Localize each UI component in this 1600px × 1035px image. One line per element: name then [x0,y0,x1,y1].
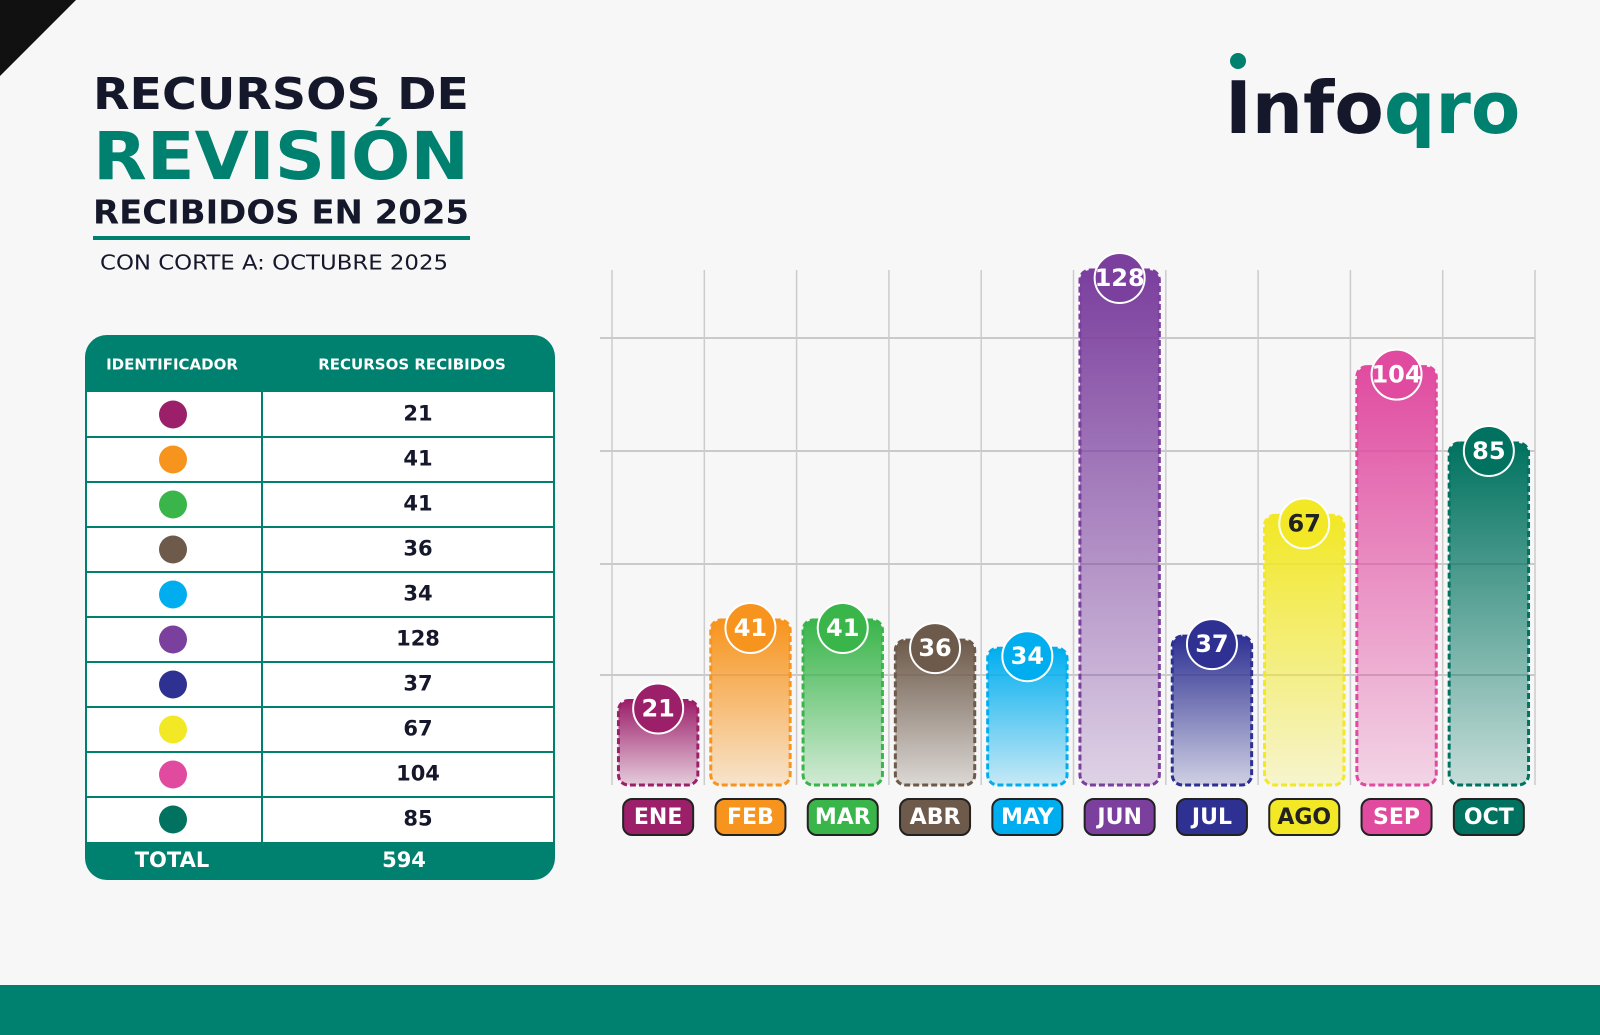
bar [1078,268,1161,787]
value-badge [1278,497,1331,550]
month-pill [1175,798,1248,836]
value-badge [1001,630,1054,683]
color-swatch [159,535,187,564]
x-tick-label: SEP [1373,805,1420,830]
logo-part: qro [1384,66,1521,150]
value-label: 34 [1011,642,1044,670]
value-label: 41 [734,614,767,642]
title-line: RECURSOS DE [93,69,469,120]
value-label: 128 [1095,264,1145,292]
month-pill [714,798,787,836]
month-pill [899,798,972,836]
bar [1355,365,1438,787]
row-value: 41 [403,492,432,516]
color-swatch [159,490,187,519]
logo-dot [1230,53,1246,69]
color-swatch [159,625,187,654]
color-swatch [159,400,187,429]
value-label: 67 [1288,509,1321,537]
bar [1263,513,1346,787]
value-badge [1093,252,1146,304]
row-value: 41 [403,447,432,471]
row-value: 104 [396,762,440,786]
table: IDENTIFICADOR RECURSOS RECIBIDOS TOTAL 5… [85,335,555,880]
value-badge [909,622,962,675]
color-swatch [159,580,187,609]
logo: Infoqro [1225,66,1520,150]
value-badge [1370,348,1423,401]
row-value: 37 [403,672,432,696]
corner-triangle [0,0,76,76]
column-header: IDENTIFICADOR [106,356,238,374]
row-value: 36 [403,537,432,561]
row-value: 67 [403,717,432,741]
value-label: 37 [1195,630,1228,658]
total-label: TOTAL [135,848,210,872]
month-pill [1083,798,1156,836]
month-pill [991,798,1064,836]
x-tick-label: JUL [1190,805,1232,830]
x-tick-label: MAY [1001,805,1055,830]
value-label: 85 [1472,437,1505,465]
month-pill [1452,798,1525,836]
value-label: 36 [918,634,951,662]
footer-band [0,985,1600,1035]
chart: 21 ENE 41 FEB 41 MAR 36 ABR 34 MAY 128 JUN 37 JUL 67 AG… [600,252,1536,836]
x-tick-label: FEB [727,805,774,830]
title-line: RECIBIDOS EN 2025 [93,193,469,232]
title-underline [93,236,470,240]
month-pill [806,798,879,836]
value-badge [632,682,685,735]
value-label: 21 [641,695,674,723]
x-tick-label: ABR [910,805,961,830]
month-pill [622,798,695,836]
logo-part: Info [1225,66,1384,150]
row-value: 34 [403,582,432,606]
value-badge [1185,618,1238,671]
x-tick-label: MAR [815,805,871,830]
bar [1447,441,1531,787]
color-swatch [159,805,187,834]
row-value: 21 [403,402,432,426]
color-swatch [159,445,187,474]
subtitle: CON CORTE A: OCTUBRE 2025 [100,251,448,275]
x-tick-label: JUN [1095,805,1141,830]
color-swatch [159,670,187,699]
value-badge [724,602,777,655]
month-pill [1268,798,1341,836]
row-value: 85 [403,807,432,831]
column-header: RECURSOS RECIBIDOS [318,356,506,374]
color-swatch [159,760,187,789]
month-pill [1360,798,1433,836]
value-badge [816,602,869,655]
x-tick-label: ENE [634,805,682,830]
value-label: 41 [826,614,859,642]
x-tick-label: OCT [1464,805,1514,830]
x-tick-label: AGO [1277,805,1331,830]
color-swatch [159,715,187,744]
value-badge [1462,425,1515,478]
value-label: 104 [1371,361,1421,389]
row-value: 128 [396,627,440,651]
total-value: 594 [382,848,426,872]
title-line: REVISIÓN [93,118,469,195]
